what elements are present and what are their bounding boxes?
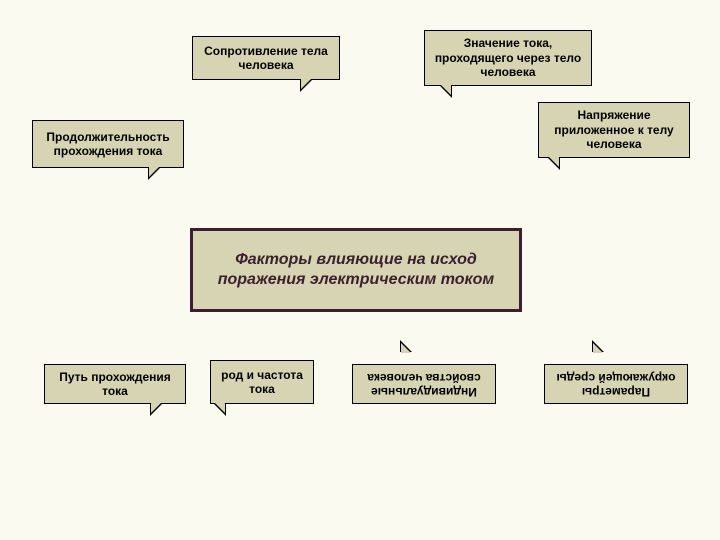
factor-path-label: Путь прохождения тока bbox=[51, 370, 179, 399]
factor-path: Путь прохождения тока bbox=[44, 364, 186, 404]
factor-individual-label: Индивидуальные свойства человека bbox=[359, 370, 489, 399]
factor-kind: род и частота тока bbox=[210, 360, 314, 404]
factor-duration-label: Продолжительность прохождения тока bbox=[39, 130, 177, 159]
factor-current-label: Значение тока, проходящего через тело че… bbox=[431, 36, 585, 79]
diagram-canvas: Факторы влияющие на исход поражения элек… bbox=[0, 0, 720, 540]
factor-resistance-label: Сопротивление тела человека bbox=[199, 44, 333, 73]
factor-current: Значение тока, проходящего через тело че… bbox=[424, 30, 592, 86]
factor-voltage-label: Напряжение приложенное к телу человека bbox=[545, 108, 683, 151]
factor-individual: Индивидуальные свойства человека bbox=[352, 364, 496, 404]
factor-resistance: Сопротивление тела человека bbox=[192, 36, 340, 80]
factor-kind-label: род и частота тока bbox=[217, 368, 307, 397]
factor-environment: Параметры окружающей среды bbox=[544, 364, 688, 404]
center-title-box: Факторы влияющие на исход поражения элек… bbox=[190, 228, 522, 312]
factor-voltage: Напряжение приложенное к телу человека bbox=[538, 102, 690, 158]
factor-duration: Продолжительность прохождения тока bbox=[32, 120, 184, 168]
factor-environment-label: Параметры окружающей среды bbox=[551, 370, 681, 399]
center-title-text: Факторы влияющие на исход поражения элек… bbox=[203, 250, 509, 290]
